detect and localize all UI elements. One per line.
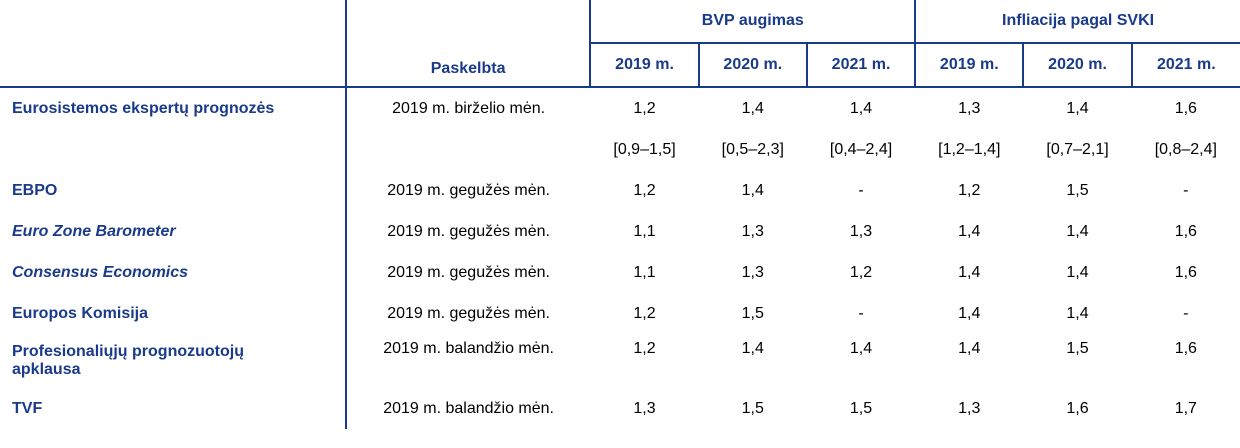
value-cell: 1,2: [633, 181, 656, 199]
value-cell: -: [1183, 304, 1189, 322]
year-header: 2021 m.: [805, 43, 916, 88]
table-row: Profesionaliųjų prognozuotojų apklausa 2…: [0, 334, 1240, 388]
forecaster-name: Europos Komisija: [12, 304, 149, 322]
forecaster-name: Consensus Economics: [12, 263, 189, 281]
forecaster-name: Eurosistemos ekspertų prognozės: [12, 99, 275, 117]
value-cell: 1,4: [849, 99, 873, 117]
table-row: Europos Komisija 2019 m. gegužės mėn. 1,…: [0, 293, 1240, 334]
value-cell: 1,3: [741, 222, 764, 240]
value-cell: 1,2: [958, 181, 981, 199]
value-cell: 1,5: [741, 399, 764, 417]
forecaster-name: EBPO: [12, 181, 58, 199]
value-cell: 1,3: [633, 399, 656, 417]
value-cell: 1,4: [1066, 99, 1089, 117]
value-cell: 1,5: [1066, 340, 1089, 357]
forecaster-name: TVF: [12, 399, 43, 417]
year-header: 2020 m.: [697, 43, 807, 88]
value-cell: 1,3: [958, 399, 981, 417]
value-cell: 1,1: [633, 263, 656, 281]
value-cell: 1,4: [958, 304, 981, 322]
value-cell: -: [858, 181, 864, 199]
published-date: 2019 m. gegužės mėn.: [344, 252, 591, 293]
value-cell: -: [1183, 181, 1189, 199]
published-date: 2019 m. balandžio mėn.: [344, 334, 591, 388]
header-blank-2: [0, 43, 346, 88]
range-cell: [0,7–2,1]: [1046, 140, 1109, 158]
value-cell: 1,4: [741, 340, 764, 357]
value-cell: 1,4: [741, 99, 764, 117]
value-cell: 1,6: [1174, 99, 1197, 117]
published-date: 2019 m. balandžio mėn.: [344, 388, 591, 429]
table-row: Eurosistemos ekspertų prognozės 2019 m. …: [0, 87, 1240, 129]
value-cell: 1,4: [958, 263, 981, 281]
value-cell: 1,6: [1174, 263, 1197, 281]
value-cell: 1,6: [1174, 340, 1197, 357]
value-cell: 1,4: [958, 222, 981, 240]
hicp-inflation-header: Infliacija pagal SVKI: [914, 0, 1240, 44]
year-header: 2021 m.: [1130, 43, 1240, 88]
value-cell: 1,2: [633, 304, 656, 322]
value-cell: 1,2: [633, 340, 656, 357]
published-date: 2019 m. birželio mėn.: [344, 87, 591, 129]
value-cell: 1,1: [633, 222, 656, 240]
value-cell: 1,5: [1066, 181, 1089, 199]
range-cell: [0,8–2,4]: [1154, 140, 1217, 158]
published-date: 2019 m. gegužės mėn.: [344, 211, 591, 252]
value-cell: 1,6: [1174, 222, 1197, 240]
value-cell: 1,3: [741, 263, 764, 281]
forecaster-name: Euro Zone Barometer: [12, 222, 176, 240]
value-cell: 1,4: [1066, 263, 1089, 281]
value-cell: 1,4: [1066, 222, 1089, 240]
year-header: 2020 m.: [1022, 43, 1132, 88]
published-date: [344, 129, 591, 170]
value-cell: 1,4: [741, 181, 764, 199]
value-cell: 1,6: [1066, 399, 1089, 417]
header-blank: [0, 0, 346, 43]
value-cell: 1,7: [1174, 399, 1197, 417]
value-cell: 1,5: [849, 399, 873, 417]
value-cell: 1,4: [1066, 304, 1089, 322]
forecaster-name: [0, 129, 346, 170]
year-header: 2019 m.: [589, 43, 699, 88]
range-cell: [1,2–1,4]: [938, 140, 1001, 158]
table-row: Euro Zone Barometer 2019 m. gegužės mėn.…: [0, 211, 1240, 252]
value-cell: 1,2: [849, 263, 873, 281]
forecast-table: Paskelbta BVP augimas Infliacija pagal S…: [0, 0, 1240, 429]
value-cell: 1,3: [849, 222, 873, 240]
value-cell: 1,4: [849, 340, 873, 357]
value-cell: 1,4: [958, 340, 981, 357]
published-header: Paskelbta: [344, 0, 591, 88]
published-date: 2019 m. gegužės mėn.: [344, 170, 591, 211]
value-cell: 1,2: [633, 99, 656, 117]
table-row: Consensus Economics 2019 m. gegužės mėn.…: [0, 252, 1240, 293]
year-header: 2019 m.: [914, 43, 1024, 88]
range-cell: [0,5–2,3]: [721, 140, 784, 158]
range-cell: [0,9–1,5]: [613, 140, 676, 158]
value-cell: 1,5: [741, 304, 764, 322]
table-row: EBPO 2019 m. gegužės mėn. 1,2 1,4 - 1,2 …: [0, 170, 1240, 211]
forecaster-name: Profesionaliųjų prognozuotojų apklausa: [12, 343, 244, 378]
table-row: [0,9–1,5] [0,5–2,3] [0,4–2,4] [1,2–1,4] …: [0, 129, 1240, 170]
table-row: TVF 2019 m. balandžio mėn. 1,3 1,5 1,5 1…: [0, 388, 1240, 429]
gdp-growth-header: BVP augimas: [589, 0, 916, 44]
published-date: 2019 m. gegužės mėn.: [344, 293, 591, 334]
value-cell: -: [858, 304, 864, 322]
value-cell: 1,3: [958, 99, 981, 117]
range-cell: [0,4–2,4]: [829, 140, 893, 158]
